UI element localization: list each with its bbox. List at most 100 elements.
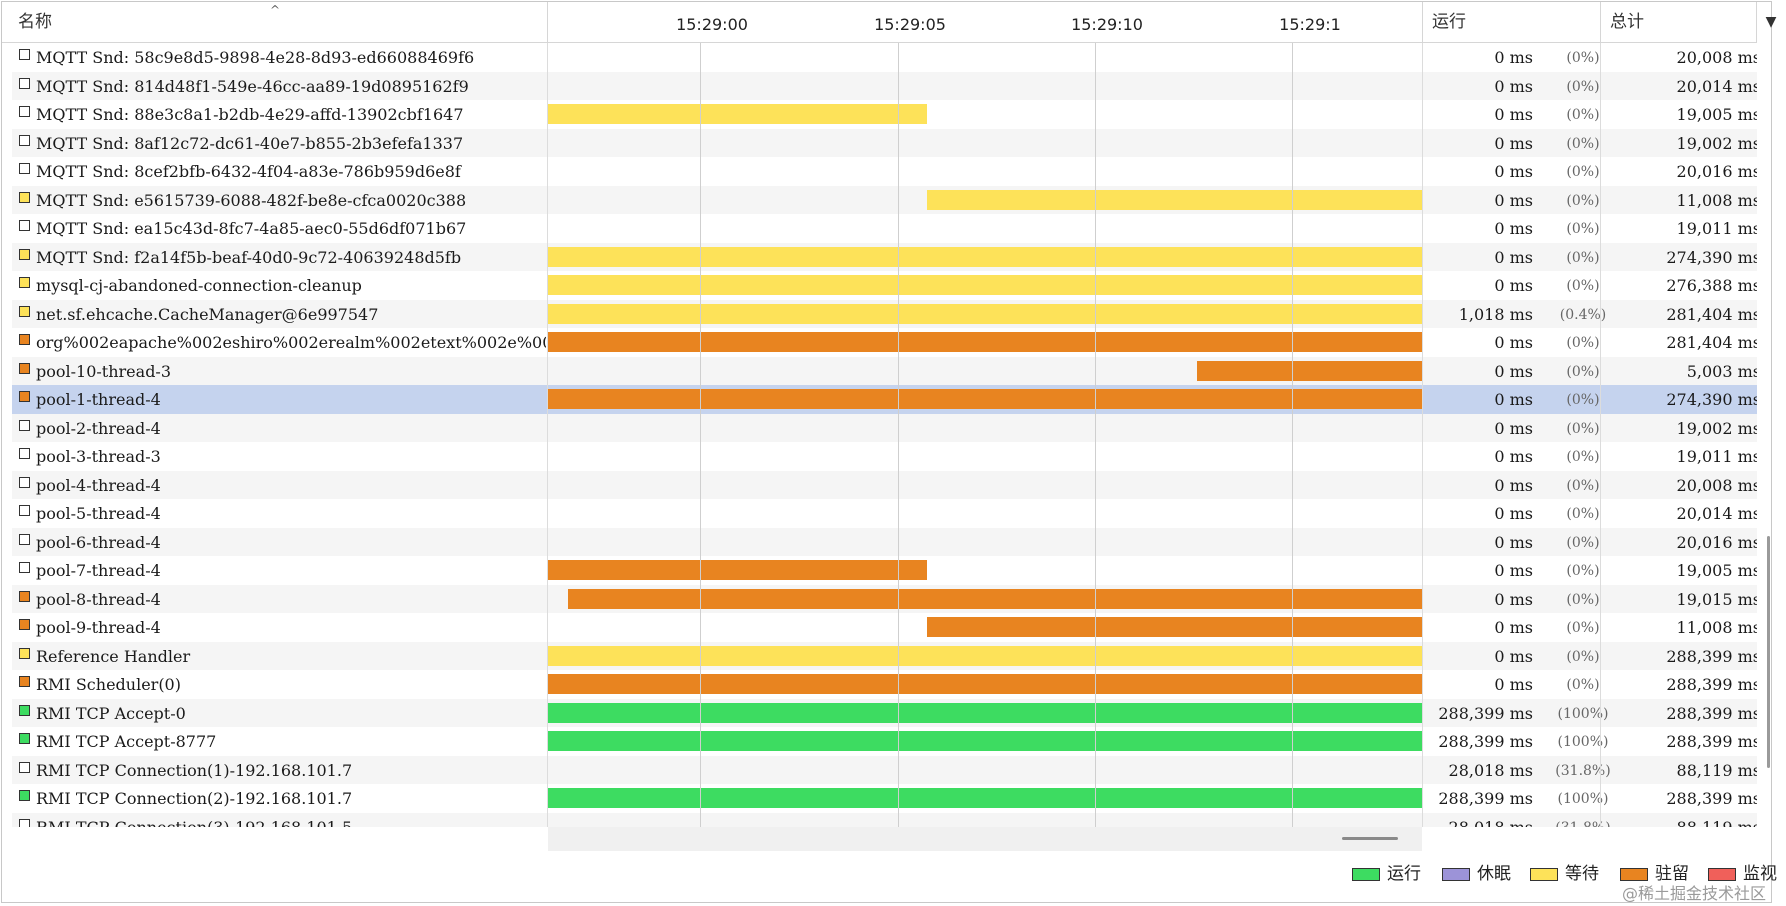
thread-row[interactable]: pool-2-thread-4 0 ms (0%) 19,002 ms — [12, 413, 1757, 442]
thread-name: RMI Scheduler(0) — [36, 675, 181, 694]
thread-state-swatch — [19, 761, 30, 773]
thread-state-swatch — [19, 704, 30, 716]
thread-name: mysql-cj-abandoned-connection-cleanup — [36, 276, 362, 295]
total-time: 19,005 ms — [1676, 105, 1757, 124]
thread-row[interactable]: pool-8-thread-4 0 ms (0%) 19,015 ms — [12, 584, 1757, 613]
thread-row[interactable]: MQTT Snd: 8cef2bfb-6432-4f04-a83e-786b95… — [12, 157, 1757, 186]
running-percent: (0%) — [1566, 506, 1600, 522]
running-time: 0 ms — [1494, 276, 1533, 295]
thread-row[interactable]: MQTT Snd: e5615739-6088-482f-be8e-cfca00… — [12, 185, 1757, 214]
thread-state-bar — [927, 617, 1422, 637]
thread-row[interactable]: pool-3-thread-3 0 ms (0%) 19,011 ms — [12, 442, 1757, 471]
thread-row[interactable]: MQTT Snd: 814d48f1-549e-46cc-aa89-19d089… — [12, 71, 1757, 100]
horizontal-scroll-thumb[interactable] — [1342, 837, 1398, 840]
thread-state-bar — [548, 560, 928, 580]
thread-state-swatch — [19, 362, 30, 374]
thread-row[interactable]: MQTT Snd: ea15c43d-8fc7-4a85-aec0-55d6df… — [12, 214, 1757, 243]
thread-state-swatch — [19, 305, 30, 317]
running-time: 0 ms — [1494, 504, 1533, 523]
thread-row[interactable]: net.sf.ehcache.CacheManager@6e997547 1,01… — [12, 299, 1757, 328]
thread-name: pool-9-thread-4 — [36, 618, 161, 637]
thread-name: pool-8-thread-4 — [36, 589, 161, 609]
thread-row[interactable]: MQTT Snd: 58c9e8d5-9898-4e28-8d93-ed6608… — [12, 43, 1757, 72]
total-time: 288,399 ms — [1666, 675, 1757, 694]
running-time: 1,018 ms — [1458, 304, 1533, 324]
column-divider[interactable] — [1422, 2, 1423, 42]
thread-row[interactable]: RMI TCP Accept-0 288,399 ms (100%) 288,399 … — [12, 698, 1757, 727]
thread-row[interactable]: pool-10-thread-3 0 ms (0%) 5,003 ms — [12, 356, 1757, 385]
running-time: 0 ms — [1494, 105, 1533, 124]
total-time: 274,390 ms — [1666, 390, 1757, 409]
table-header: 名称 ^ 15:29:00 15:29:05 15:29:10 15:29:1 运行 … — [2, 2, 1776, 43]
running-time: 0 ms — [1494, 247, 1533, 267]
thread-row[interactable]: RMI TCP Accept-8777 288,399 ms (100%) 288,3… — [12, 727, 1757, 756]
total-time: 11,008 ms — [1676, 190, 1757, 210]
thread-row[interactable]: MQTT Snd: 8af12c72-dc61-40e7-b855-2b3efe… — [12, 128, 1757, 157]
running-time: 0 ms — [1494, 475, 1533, 495]
running-time: 28,018 ms — [1448, 817, 1533, 828]
vertical-scrollbar[interactable] — [1764, 43, 1773, 827]
thread-row[interactable]: pool-9-thread-4 0 ms (0%) 11,008 ms — [12, 613, 1757, 642]
thread-row[interactable]: RMI TCP Connection(2)-192.168.101.7 288,3… — [12, 784, 1757, 813]
running-percent: (0%) — [1566, 221, 1600, 237]
total-time: 20,016 ms — [1676, 532, 1757, 552]
thread-state-bar — [548, 788, 1422, 808]
running-percent: (0%) — [1566, 78, 1600, 95]
thread-row[interactable]: RMI Scheduler(0) 0 ms (0%) 288,399 ms — [12, 670, 1757, 699]
total-time: 19,015 ms — [1676, 589, 1757, 609]
thread-name: MQTT Snd: e5615739-6088-482f-be8e-cfca00… — [36, 190, 467, 210]
running-time: 0 ms — [1494, 618, 1533, 637]
column-divider[interactable] — [547, 2, 548, 42]
thread-row[interactable]: mysql-cj-abandoned-connection-cleanup 0 m… — [12, 271, 1757, 300]
column-header-total[interactable]: 总计 — [1610, 12, 1644, 32]
thread-row[interactable]: Reference Handler 0 ms (0%) 288,399 ms — [12, 641, 1757, 670]
legend-swatch — [1620, 868, 1648, 881]
total-time: 19,002 ms — [1676, 133, 1757, 153]
thread-name: Reference Handler — [36, 646, 191, 666]
legend-swatch — [1530, 868, 1558, 881]
timeline-horizontal-scrollbar[interactable] — [548, 827, 1422, 851]
thread-state-swatch — [19, 106, 30, 117]
running-time: 0 ms — [1494, 361, 1533, 381]
running-percent: (100%) — [1557, 734, 1609, 750]
thread-state-swatch — [19, 590, 30, 602]
column-header-name[interactable]: 名称 — [18, 12, 52, 32]
thread-row[interactable]: MQTT Snd: 88e3c8a1-b2db-4e29-affd-13902c… — [12, 100, 1757, 129]
total-time: 288,399 ms — [1666, 646, 1757, 666]
thread-name: pool-7-thread-4 — [36, 561, 161, 580]
vertical-scroll-thumb[interactable] — [1767, 536, 1770, 768]
thread-state-swatch — [19, 77, 30, 89]
total-time: 281,404 ms — [1666, 333, 1757, 352]
thread-state-swatch — [19, 334, 30, 345]
column-divider — [1756, 2, 1757, 42]
thread-name: RMI TCP Connection(2)-192.168.101.7 — [36, 789, 353, 808]
thread-state-swatch — [19, 191, 30, 203]
total-time: 288,399 ms — [1666, 789, 1757, 808]
thread-state-bar — [548, 275, 1422, 295]
thread-row[interactable]: pool-1-thread-4 0 ms (0%) 274,390 ms — [12, 385, 1757, 414]
thread-state-swatch — [19, 163, 30, 174]
running-percent: (0%) — [1566, 135, 1600, 152]
legend-label: 监视 — [1743, 864, 1777, 884]
thread-state-swatch — [19, 49, 30, 60]
thread-row[interactable]: MQTT Snd: f2a14f5b-beaf-40d0-9c72-406392… — [12, 242, 1757, 271]
thread-row[interactable]: pool-6-thread-4 0 ms (0%) 20,016 ms — [12, 527, 1757, 556]
thread-row[interactable]: pool-4-thread-4 0 ms (0%) 20,008 ms — [12, 470, 1757, 499]
column-menu-chevron-down-icon[interactable]: ▼ — [1765, 14, 1777, 30]
thread-name: RMI TCP Accept-8777 — [36, 732, 217, 751]
running-time: 28,018 ms — [1448, 760, 1533, 780]
running-percent: (0%) — [1566, 249, 1600, 266]
column-divider[interactable] — [1600, 2, 1601, 42]
thread-row[interactable]: org%002eapache%002eshiro%002erealm%002et… — [12, 328, 1757, 357]
column-header-running[interactable]: 运行 — [1432, 12, 1466, 32]
thread-row[interactable]: RMI TCP Connection(1)-192.168.101.7 28,01… — [12, 755, 1757, 784]
running-percent: (0%) — [1566, 335, 1600, 351]
thread-row[interactable]: RMI TCP Connection(3)-192.168.101.5 28,01… — [12, 812, 1757, 828]
running-percent: (0%) — [1566, 278, 1600, 294]
thread-state-bar — [568, 588, 1422, 609]
thread-row[interactable]: pool-7-thread-4 0 ms (0%) 19,005 ms — [12, 556, 1757, 585]
thread-row[interactable]: pool-5-thread-4 0 ms (0%) 20,014 ms — [12, 499, 1757, 528]
thread-rows: MQTT Snd: 58c9e8d5-9898-4e28-8d93-ed6608… — [2, 43, 1757, 827]
thread-state-swatch — [19, 476, 30, 488]
